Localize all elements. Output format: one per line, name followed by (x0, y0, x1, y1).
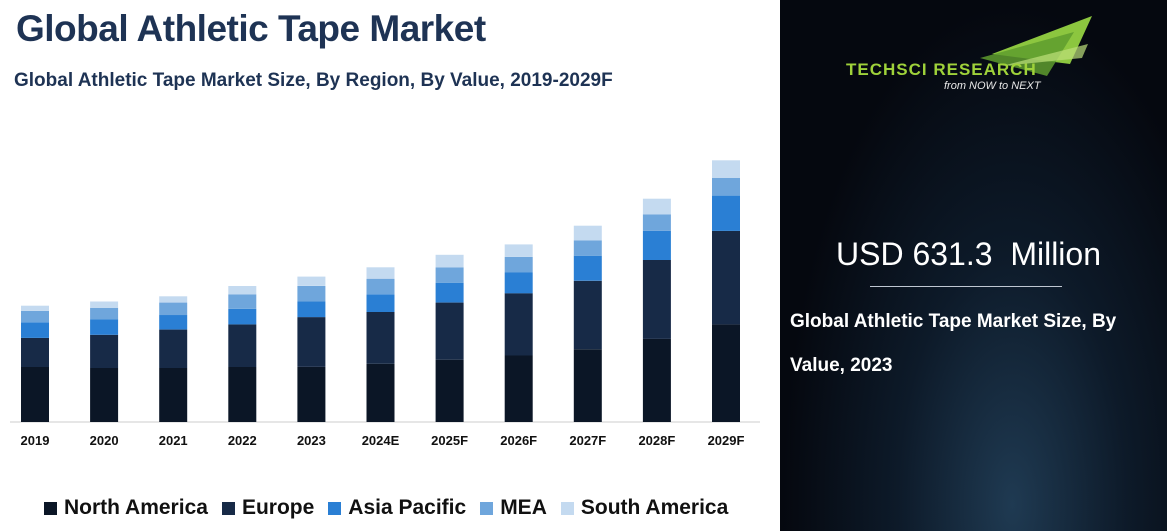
bar-segment-2022-europe (228, 324, 257, 367)
x-tick-label: 2025F (431, 433, 468, 448)
bar-segment-2027f-south-america (573, 225, 602, 241)
x-tick-label: 2028F (638, 433, 675, 448)
market-value-description: Global Athletic Tape Market Size, By Val… (790, 311, 1117, 376)
legend-swatch (44, 501, 57, 515)
legend-label: MEA (500, 496, 547, 519)
legend-swatch (480, 501, 494, 515)
x-tick-label: 2026F (500, 433, 537, 448)
bar-segment-2020-asia-pacific (90, 319, 119, 335)
bar-segment-2025f-europe (435, 302, 464, 360)
x-tick-label: 2024E (362, 433, 400, 448)
bar-segment-2026f-asia-pacific (504, 272, 533, 294)
bar-segment-2024e-asia-pacific (366, 294, 395, 312)
bar-segment-2027f-mea (573, 240, 602, 256)
stacked-bar-chart: 2019 2020 2021 2022 2023 2024E 2025F 2026F 2027F… (10, 160, 760, 448)
bar-segment-2028f-south-america (642, 198, 671, 215)
bar-segment-2026f-south-america (504, 244, 533, 257)
legend-item-mea: MEA (480, 496, 547, 520)
bar-segment-2025f-north-america (435, 359, 464, 422)
bar-segment-2024e-mea (366, 278, 395, 295)
bar-segment-2019-mea (21, 310, 49, 323)
bar-segment-2020-south-america (90, 301, 119, 308)
chart-subtitle: Global Athletic Tape Market Size, By Reg… (14, 70, 613, 91)
legend-item-south-america: South America (560, 496, 729, 520)
bar-segment-2022-north-america (228, 367, 257, 422)
legend-label: Asia Pacific (348, 496, 467, 519)
x-tick-label: 2029F (708, 433, 745, 448)
bar-segment-2023-mea (297, 286, 326, 302)
bar-segment-2026f-mea (504, 256, 533, 273)
bar-segment-2028f-north-america (642, 338, 671, 422)
bar-segment-2023-asia-pacific (297, 301, 326, 318)
bar-segment-2022-south-america (228, 286, 257, 295)
market-value: USD 631.3 Million (836, 236, 1101, 272)
bar-segment-2026f-north-america (504, 355, 533, 422)
bar-segment-2025f-mea (435, 267, 464, 283)
bar-segment-2028f-europe (642, 260, 671, 339)
bar-segment-2029f-asia-pacific (712, 195, 740, 231)
page-title: Global Athletic Tape Market (16, 8, 486, 49)
bar-segment-2020-europe (90, 334, 119, 368)
bar-segment-2025f-south-america (435, 254, 464, 268)
bar-segment-2029f-mea (712, 178, 740, 196)
legend-label: Europe (241, 496, 315, 519)
logo-tagline: from NOW to NEXT (944, 80, 1041, 92)
bar-segment-2029f-europe (712, 230, 740, 325)
bar-segment-2024e-south-america (366, 267, 395, 279)
x-tick-label: 2021 (159, 433, 188, 448)
x-tick-label: 2027F (569, 433, 606, 448)
legend-swatch (221, 501, 235, 515)
bar-segment-2021-south-america (159, 296, 188, 303)
legend-swatch (328, 501, 342, 515)
bar-segment-2019-asia-pacific (21, 322, 49, 338)
bar-segment-2021-north-america (159, 368, 188, 422)
divider (870, 286, 1062, 287)
bar-segment-2028f-mea (642, 214, 671, 231)
logo-swoosh-icon (980, 16, 1092, 76)
bar-segment-2021-mea (159, 302, 188, 316)
legend-label: North America (64, 496, 208, 519)
bar-segment-2029f-south-america (712, 160, 740, 178)
bar-segment-2020-north-america (90, 368, 119, 422)
bar-segment-2020-mea (90, 307, 119, 320)
bar-segment-2023-europe (297, 317, 326, 367)
bar-segment-2023-north-america (297, 367, 326, 422)
info-panel: TECHSCI RESEARCH from NOW to NEXT USD 63… (780, 0, 1167, 531)
legend-item-europe: Europe (221, 496, 315, 520)
x-tick-label: 2022 (228, 433, 257, 448)
legend-swatch (560, 501, 574, 515)
bar-segment-2019-north-america (21, 367, 49, 422)
x-tick-label: 2023 (297, 433, 326, 448)
legend-item-asia-pacific: Asia Pacific (328, 496, 466, 520)
bar-segment-2027f-europe (573, 280, 602, 350)
legend-label: South America (580, 496, 729, 519)
bar-segment-2021-europe (159, 329, 188, 368)
x-tick-label: 2019 (21, 433, 50, 448)
bar-segment-2024e-europe (366, 311, 395, 364)
x-tick-label: 2020 (90, 433, 119, 448)
bar-segment-2019-europe (21, 337, 49, 367)
bar-segment-2022-mea (228, 294, 257, 309)
bar-segment-2025f-asia-pacific (435, 282, 464, 303)
chart-area: Global Athletic Tape Market Global Athle… (10, 8, 760, 520)
legend-item-north-america: North America (44, 496, 208, 520)
bar-segment-2021-asia-pacific (159, 315, 188, 330)
bar-segment-2027f-asia-pacific (573, 255, 602, 281)
bar-segment-2024e-north-america (366, 363, 395, 422)
bar-segment-2019-south-america (21, 305, 49, 311)
bar-segment-2027f-north-america (573, 349, 602, 422)
bar-segment-2023-south-america (297, 276, 326, 286)
bar-segment-2026f-europe (504, 293, 533, 356)
logo-brand-text: TECHSCI RESEARCH (846, 60, 1037, 79)
bar-segment-2028f-asia-pacific (642, 230, 671, 260)
techsci-logo: TECHSCI RESEARCH from NOW to NEXT (842, 14, 1102, 104)
bar-segment-2022-asia-pacific (228, 308, 257, 325)
bar-segment-2029f-north-america (712, 324, 740, 422)
chart-legend: North America Europe Asia Pacific MEA South … (44, 496, 728, 520)
